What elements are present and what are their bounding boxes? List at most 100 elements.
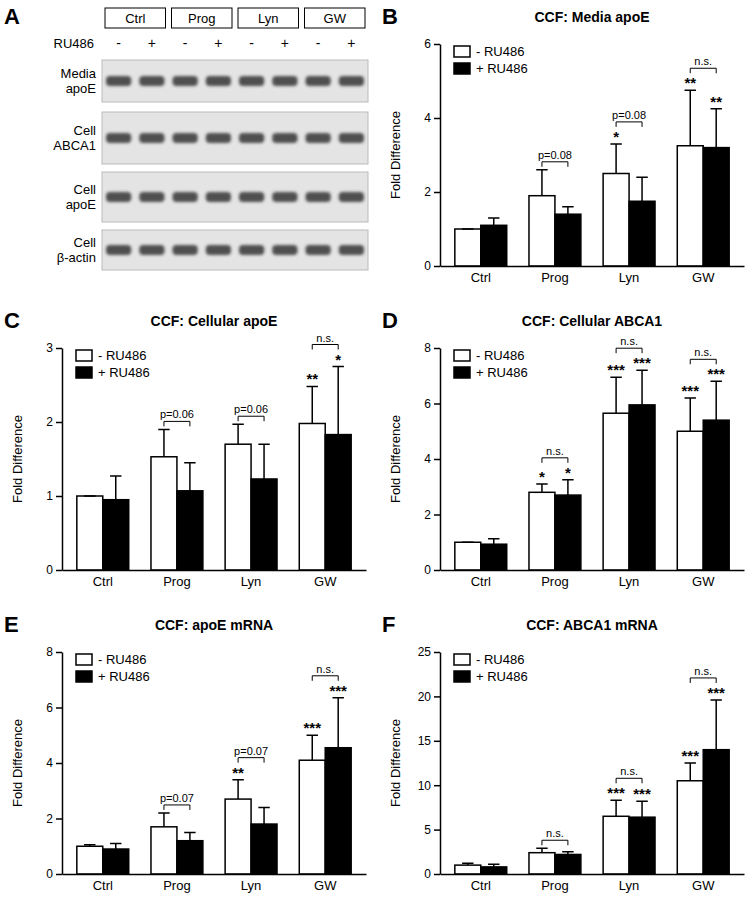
tick: 8 — [424, 341, 440, 355]
band — [206, 133, 231, 143]
tick-label: 8 — [46, 645, 53, 659]
tick: 4 — [424, 452, 440, 466]
tick: Prog — [541, 266, 568, 285]
tick-mark — [434, 348, 440, 350]
band — [239, 192, 264, 202]
tick-label: Prog — [541, 878, 568, 893]
y-axis: 0123 — [46, 341, 62, 577]
bar — [555, 854, 581, 874]
significance: ** — [684, 74, 696, 91]
error-bar — [710, 700, 721, 750]
band — [172, 192, 197, 202]
bracket — [542, 162, 568, 167]
band — [206, 76, 231, 86]
axis-line — [63, 874, 367, 876]
x-axis: CtrlProgLynGW — [63, 570, 367, 589]
tick-label: Ctrl — [93, 574, 113, 589]
bracket-label: n.s. — [694, 55, 712, 67]
y-axis-title: Fold Difference — [10, 719, 25, 807]
chart-title: CCF: Cellular ABCA1 — [522, 313, 662, 329]
tick-label: GW — [314, 574, 337, 589]
bracket — [238, 758, 264, 763]
tick-mark — [56, 763, 62, 765]
error-bar — [562, 852, 573, 855]
band — [305, 192, 330, 202]
error-bar — [636, 177, 647, 201]
bracket — [690, 68, 716, 73]
group-label: Lyn — [258, 11, 278, 26]
bar-panel: FCCF: ABCA1 mRNAFold Difference*********… — [382, 612, 745, 893]
axis-line — [440, 653, 442, 875]
band — [139, 192, 164, 202]
bar — [529, 196, 555, 266]
legend: - RU486+ RU486 — [454, 348, 528, 380]
band — [239, 76, 264, 86]
group-label: Ctrl — [125, 11, 145, 26]
treatment-sign: - — [249, 35, 254, 51]
tick-label: Prog — [163, 574, 190, 589]
bracket-label: p=0.08 — [612, 109, 646, 121]
bar-panel: ECCF: apoE mRNAFold Difference********p=… — [4, 612, 367, 893]
error-bar — [232, 424, 243, 444]
tick-label: 8 — [424, 341, 431, 355]
tick: 5 — [424, 823, 440, 837]
tick-mark — [434, 403, 440, 405]
tick-mark — [56, 818, 62, 820]
tick: 0 — [46, 563, 62, 577]
bracket-label: p=0.08 — [538, 149, 572, 161]
bar — [629, 817, 655, 874]
tick: 25 — [418, 645, 440, 659]
treatment-sign: - — [183, 35, 188, 51]
bracket — [616, 348, 642, 353]
error-bar — [332, 698, 343, 748]
tick: 4 — [424, 111, 440, 125]
tick: Lyn — [619, 266, 639, 285]
error-bar — [84, 845, 95, 846]
bracket — [690, 359, 716, 364]
tick-label: 4 — [424, 452, 431, 466]
bar — [481, 867, 507, 874]
error-bar — [610, 144, 621, 174]
legend-label: - RU486 — [476, 44, 524, 59]
tick-mark — [434, 785, 440, 787]
band — [239, 245, 264, 255]
error-bar — [562, 480, 573, 495]
significance: ** — [306, 370, 318, 387]
bar — [677, 431, 703, 570]
error-bar — [258, 807, 269, 824]
legend: - RU486+ RU486 — [76, 348, 150, 380]
tick-mark — [434, 514, 440, 516]
bar — [77, 846, 103, 874]
chart-title: CCF: ABCA1 mRNA — [526, 617, 658, 633]
tick-label: Lyn — [619, 878, 639, 893]
band — [305, 245, 330, 255]
error-bar — [110, 843, 121, 849]
tick-mark — [56, 348, 62, 350]
bracket-label: p=0.07 — [234, 745, 268, 757]
bar — [703, 750, 729, 874]
bracket-label: n.s. — [620, 765, 638, 777]
error-bar — [462, 542, 473, 544]
tick: Ctrl — [471, 874, 491, 893]
tick: 3 — [46, 341, 62, 355]
significance: ** — [232, 764, 244, 781]
tick-label: 2 — [424, 508, 431, 522]
axis-line — [441, 266, 745, 268]
tick: 2 — [46, 812, 62, 826]
treatment-label: RU486 — [54, 36, 94, 51]
band — [272, 245, 297, 255]
tick: Ctrl — [93, 570, 113, 589]
error-bar — [462, 228, 473, 230]
band — [272, 192, 297, 202]
bar — [325, 435, 351, 570]
blot-strip — [102, 60, 368, 102]
error-bar — [636, 801, 647, 817]
tick-label: GW — [692, 574, 715, 589]
tick: Prog — [163, 570, 190, 589]
tick: 0 — [424, 563, 440, 577]
error-bar — [158, 429, 169, 456]
y-axis: 02468 — [46, 645, 62, 881]
bar — [225, 444, 251, 570]
tick-mark — [56, 422, 62, 424]
bar — [703, 420, 729, 570]
